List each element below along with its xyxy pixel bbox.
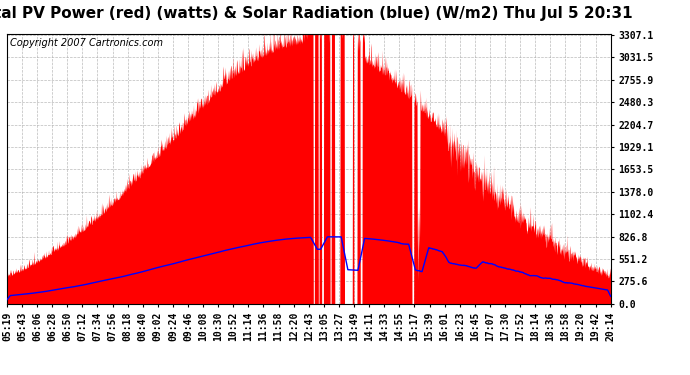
Text: Copyright 2007 Cartronics.com: Copyright 2007 Cartronics.com [10,38,163,48]
Text: Total PV Power (red) (watts) & Solar Radiation (blue) (W/m2) Thu Jul 5 20:31: Total PV Power (red) (watts) & Solar Rad… [0,6,633,21]
